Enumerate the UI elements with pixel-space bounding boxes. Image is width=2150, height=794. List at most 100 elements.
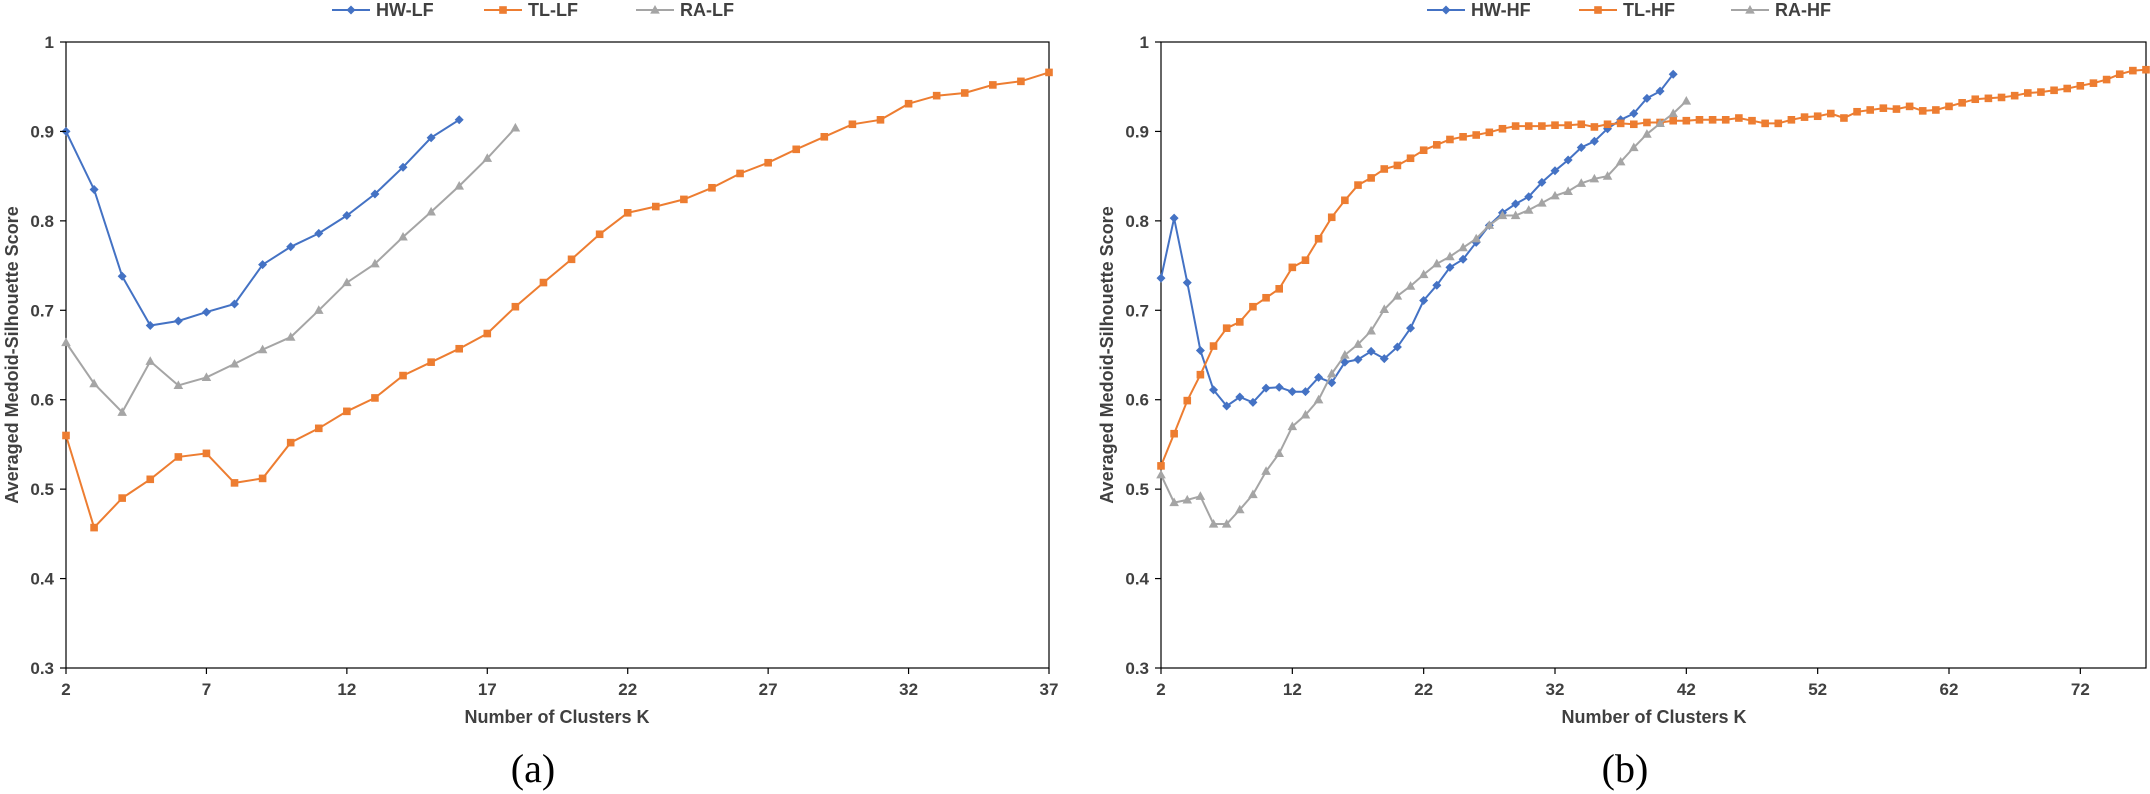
point-tl-hf bbox=[1682, 116, 1691, 125]
point-ra-hf bbox=[1379, 304, 1390, 313]
point-ra-hf bbox=[1497, 210, 1508, 220]
x-axis-title-a: Number of Clusters K bbox=[464, 707, 649, 727]
y-tick-label: 0.8 bbox=[1125, 212, 1149, 231]
x-tick-label: 32 bbox=[899, 680, 918, 699]
legend-label-tl-hf: TL-HF bbox=[1623, 0, 1675, 20]
legend-label-ra-hf: RA-HF bbox=[1775, 0, 1831, 20]
point-tl-hf bbox=[1524, 122, 1533, 130]
point-tl-hf bbox=[1327, 213, 1336, 222]
point-ra-hf bbox=[1195, 491, 1206, 500]
point-tl-hf bbox=[1997, 93, 2006, 102]
point-ra-hf bbox=[1353, 339, 1363, 348]
point-ra-lf bbox=[89, 378, 99, 388]
point-hw-lf bbox=[201, 307, 211, 317]
point-tl-hf bbox=[1485, 128, 1494, 137]
point-hw-lf bbox=[370, 189, 380, 199]
point-ra-hf bbox=[1642, 129, 1652, 138]
point-tl-hf bbox=[1406, 154, 1415, 163]
point-hw-lf bbox=[89, 185, 99, 195]
series-layer-a bbox=[61, 68, 1053, 532]
point-tl-hf bbox=[2010, 91, 2019, 100]
point-ra-hf bbox=[1432, 258, 1442, 268]
point-tl-hf bbox=[1866, 106, 1874, 114]
point-tl-hf bbox=[1538, 122, 1546, 130]
point-ra-hf bbox=[1405, 281, 1416, 290]
point-hw-lf bbox=[314, 228, 324, 238]
legend-label-hw-lf: HW-LF bbox=[376, 0, 434, 20]
series-line-hw-hf bbox=[1160, 73, 1674, 408]
legend-marker-tl-lf bbox=[499, 6, 507, 14]
point-ra-lf bbox=[173, 380, 184, 390]
point-tl-hf bbox=[1459, 132, 1467, 141]
x-ticks-a: 2 7 12 17 22 27 32 37 bbox=[61, 668, 1058, 699]
point-tl-lf bbox=[118, 494, 126, 502]
point-tl-hf bbox=[1275, 285, 1283, 293]
point-hw-lf bbox=[286, 242, 296, 252]
point-ra-lf bbox=[145, 356, 156, 365]
point-tl-hf bbox=[1892, 105, 1901, 113]
point-ra-hf bbox=[1326, 368, 1337, 378]
point-ra-hf bbox=[1484, 220, 1495, 229]
point-ra-hf bbox=[1537, 197, 1547, 207]
x-tick-label: 12 bbox=[337, 680, 356, 699]
point-tl-hf bbox=[1630, 120, 1638, 129]
point-tl-hf bbox=[1590, 123, 1599, 131]
point-ra-hf bbox=[1523, 205, 1534, 214]
point-tl-hf bbox=[1354, 181, 1362, 189]
point-hw-lf bbox=[145, 320, 155, 330]
y-axis-title-a: Averaged Medoid-Silhouette Score bbox=[2, 206, 22, 503]
point-tl-lf bbox=[792, 145, 801, 154]
point-tl-lf bbox=[736, 169, 744, 178]
legend-marker-hw-lf bbox=[346, 5, 356, 15]
point-tl-hf bbox=[1932, 106, 1940, 114]
point-tl-hf bbox=[1222, 324, 1231, 332]
point-hw-lf bbox=[398, 162, 408, 172]
legend-marker-ra-hf bbox=[1745, 5, 1755, 14]
point-hw-lf bbox=[230, 299, 240, 309]
point-ra-hf bbox=[1313, 394, 1324, 404]
y-ticks-b: 0.3 0.4 0.5 0.6 0.7 0.8 0.9 1 bbox=[1125, 33, 1161, 678]
point-tl-hf bbox=[1616, 119, 1625, 128]
point-tl-lf bbox=[455, 344, 463, 353]
point-tl-hf bbox=[1603, 120, 1612, 129]
point-tl-hf bbox=[1708, 116, 1717, 124]
series-line-tl-lf bbox=[65, 71, 1050, 530]
point-tl-hf bbox=[2050, 86, 2058, 95]
y-tick-label: 0.9 bbox=[30, 122, 54, 141]
legend-a: HW-LF TL-LF RA-LF bbox=[332, 0, 734, 20]
legend-marker-tl-hf bbox=[1594, 6, 1602, 14]
point-tl-lf bbox=[146, 475, 155, 484]
point-tl-hf bbox=[1827, 109, 1835, 118]
point-ra-lf bbox=[201, 372, 212, 381]
point-tl-hf bbox=[1840, 114, 1848, 122]
point-tl-lf bbox=[1045, 68, 1053, 77]
y-tick-label: 0.4 bbox=[30, 570, 54, 589]
point-hw-hf bbox=[1655, 86, 1665, 96]
series-line-ra-lf bbox=[65, 127, 517, 414]
point-tl-hf bbox=[1721, 116, 1730, 124]
point-hw-hf bbox=[1379, 354, 1389, 364]
point-hw-hf bbox=[1642, 93, 1652, 103]
point-ra-lf bbox=[257, 344, 268, 354]
point-ra-hf bbox=[1392, 290, 1403, 300]
point-ra-hf bbox=[1563, 186, 1573, 195]
point-hw-hf bbox=[1353, 354, 1363, 364]
point-hw-hf bbox=[1563, 155, 1573, 165]
point-ra-hf bbox=[1668, 108, 1678, 118]
point-ra-lf bbox=[426, 206, 436, 216]
point-ra-lf bbox=[342, 277, 352, 287]
point-ra-hf bbox=[1169, 497, 1179, 507]
point-hw-hf bbox=[1589, 136, 1599, 146]
point-tl-hf bbox=[1170, 429, 1178, 438]
point-tl-hf bbox=[1748, 116, 1756, 125]
point-hw-lf bbox=[426, 133, 436, 143]
point-tl-lf bbox=[680, 195, 688, 204]
x-ticks-b: 2 12 22 32 42 52 62 72 bbox=[1156, 668, 2090, 699]
point-tl-hf bbox=[1511, 122, 1520, 130]
point-tl-lf bbox=[314, 424, 323, 433]
panel-b: 2 12 22 32 42 52 62 72 0.3 0.4 0.5 0.6 0.7 0.8 0.9 1 H… bbox=[1097, 0, 2150, 791]
series-line-hw-lf bbox=[65, 118, 460, 327]
x-tick-label: 2 bbox=[61, 680, 70, 699]
point-tl-hf bbox=[1879, 104, 1888, 112]
point-tl-hf bbox=[1288, 263, 1297, 272]
